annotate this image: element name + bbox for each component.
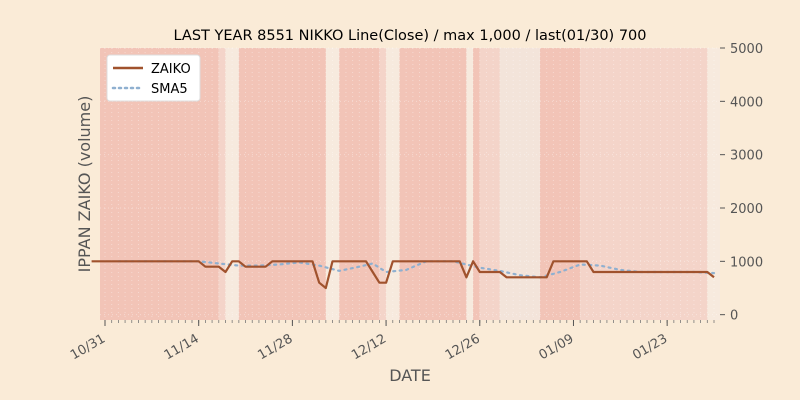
y-tick-label: 3000 xyxy=(730,149,763,164)
x-axis-label: DATE xyxy=(389,366,431,385)
y-tick-label: 2000 xyxy=(730,202,763,217)
grid-lines xyxy=(100,47,720,320)
x-tick-label: 12/26 xyxy=(443,331,483,363)
x-axis: 10/31 11/14 11/28 12/12 12/26 01/09 01/23 xyxy=(68,320,715,363)
y-tick-label: 5000 xyxy=(730,42,763,57)
highlight-band-10 xyxy=(580,48,708,320)
legend: ZAIKO SMA5 xyxy=(106,54,201,102)
highlight-band-1 xyxy=(218,48,226,320)
series-zaiko-line xyxy=(91,260,715,290)
y-axis-label: IPPAN ZAIKO (volume) xyxy=(75,96,94,273)
x-tick-label: 11/28 xyxy=(255,331,295,363)
highlight-band-7 xyxy=(479,48,500,320)
x-tick-label: 01/09 xyxy=(537,331,577,363)
series-layer xyxy=(91,260,716,290)
highlight-band-4 xyxy=(379,48,387,320)
legend-box xyxy=(106,54,201,102)
y-tick-label: 4000 xyxy=(730,95,763,110)
x-tick-label: 11/14 xyxy=(162,331,202,363)
legend-zaiko-label: ZAIKO xyxy=(151,62,191,77)
highlight-band-2 xyxy=(238,48,326,320)
highlight-band-5 xyxy=(399,48,467,320)
highlight-band-6 xyxy=(473,48,480,320)
y-tick-label: 1000 xyxy=(730,255,763,270)
x-tick-label: 01/23 xyxy=(630,331,670,363)
y-axis: 0 1000 2000 3000 4000 5000 xyxy=(720,42,763,324)
chart-title: LAST YEAR 8551 NIKKO Line(Close) / max 1… xyxy=(174,28,647,44)
highlight-band-3 xyxy=(339,48,380,320)
x-tick-label: 10/31 xyxy=(68,331,108,363)
y-tick-label: 0 xyxy=(730,309,738,324)
x-tick-label: 12/12 xyxy=(349,331,389,363)
legend-sma5-label: SMA5 xyxy=(151,82,188,97)
